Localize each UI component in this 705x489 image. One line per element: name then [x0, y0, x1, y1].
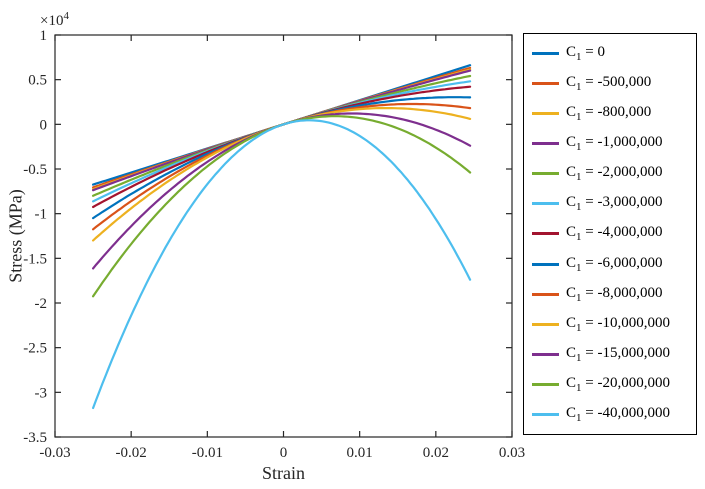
x-tick-label: 0.03 — [499, 445, 525, 461]
legend-item: C1 = -1,000,000 — [524, 134, 696, 153]
y-tick-label: 0.5 — [28, 73, 47, 89]
legend-line-swatch — [532, 383, 559, 387]
y-tick-label: 1 — [40, 28, 48, 44]
legend-label: C1 = -40,000,000 — [566, 405, 670, 425]
legend-item: C1 = -6,000,000 — [524, 255, 696, 274]
y-axis-scale-label: ×104 — [40, 10, 69, 29]
legend-label: C1 = -15,000,000 — [566, 344, 670, 364]
legend-label: C1 = -800,000 — [566, 103, 652, 123]
legend-line-swatch — [532, 232, 559, 236]
x-tick-label: -0.03 — [39, 445, 70, 461]
x-tick-label: -0.02 — [116, 445, 147, 461]
legend-label: C1 = -2,000,000 — [566, 164, 663, 184]
legend-item: C1 = -20,000,000 — [524, 375, 696, 394]
x-tick-label: 0.01 — [347, 445, 373, 461]
y-tick-label: -3 — [35, 385, 48, 401]
legend-label: C1 = -500,000 — [566, 73, 652, 93]
series-line — [91, 119, 472, 410]
legend-line-swatch — [532, 141, 559, 145]
y-tick-label: -2.5 — [23, 341, 47, 357]
legend-label: C1 = -1,000,000 — [566, 133, 663, 153]
legend-line-swatch — [532, 51, 559, 55]
y-axis-label: Stress (MPa) — [5, 189, 26, 283]
legend-label: C1 = -4,000,000 — [566, 224, 663, 244]
legend-label: C1 = -8,000,000 — [566, 284, 663, 304]
legend-label: C1 = 0 — [566, 43, 605, 63]
legend-label: C1 = -20,000,000 — [566, 375, 670, 395]
legend-item: C1 = -2,000,000 — [524, 164, 696, 183]
legend-item: C1 = -800,000 — [524, 104, 696, 123]
y-tick-label: -0.5 — [23, 162, 47, 178]
series-line — [91, 112, 472, 270]
legend: C1 = 0 C1 = -500,000 C1 = -800,000 C1 = -1,… — [523, 33, 697, 435]
y-tick-label: -1 — [35, 207, 48, 223]
x-axis-label: Strain — [262, 463, 305, 483]
legend-line-swatch — [532, 322, 559, 326]
legend-line-swatch — [532, 202, 559, 206]
legend-label: C1 = -3,000,000 — [566, 194, 663, 214]
legend-item: C1 = -15,000,000 — [524, 345, 696, 364]
x-tick-label: -0.01 — [192, 445, 223, 461]
legend-item: C1 = -4,000,000 — [524, 224, 696, 243]
legend-item: C1 = -40,000,000 — [524, 405, 696, 424]
legend-item: C1 = -10,000,000 — [524, 315, 696, 334]
x-tick-label: 0.02 — [423, 445, 449, 461]
y-tick-label: 0 — [40, 117, 48, 133]
legend-line-swatch — [532, 413, 559, 417]
legend-line-swatch — [532, 111, 559, 115]
legend-line-swatch — [532, 81, 559, 85]
legend-line-swatch — [532, 262, 559, 266]
legend-line-swatch — [532, 172, 559, 176]
y-tick-label: -3.5 — [23, 430, 47, 446]
legend-line-swatch — [532, 352, 559, 356]
y-tick-label: -1.5 — [23, 251, 47, 267]
legend-item: C1 = -500,000 — [524, 74, 696, 93]
legend-item: C1 = -3,000,000 — [524, 194, 696, 213]
x-tick-label: 0 — [280, 445, 288, 461]
series-line — [91, 96, 472, 220]
legend-line-swatch — [532, 292, 559, 296]
series-line — [91, 115, 472, 298]
legend-item: C1 = 0 — [524, 44, 696, 63]
plot-frame — [54, 34, 513, 438]
y-tick-label: -2 — [35, 296, 48, 312]
legend-label: C1 = -10,000,000 — [566, 314, 670, 334]
legend-item: C1 = -8,000,000 — [524, 285, 696, 304]
legend-label: C1 = -6,000,000 — [566, 254, 663, 274]
